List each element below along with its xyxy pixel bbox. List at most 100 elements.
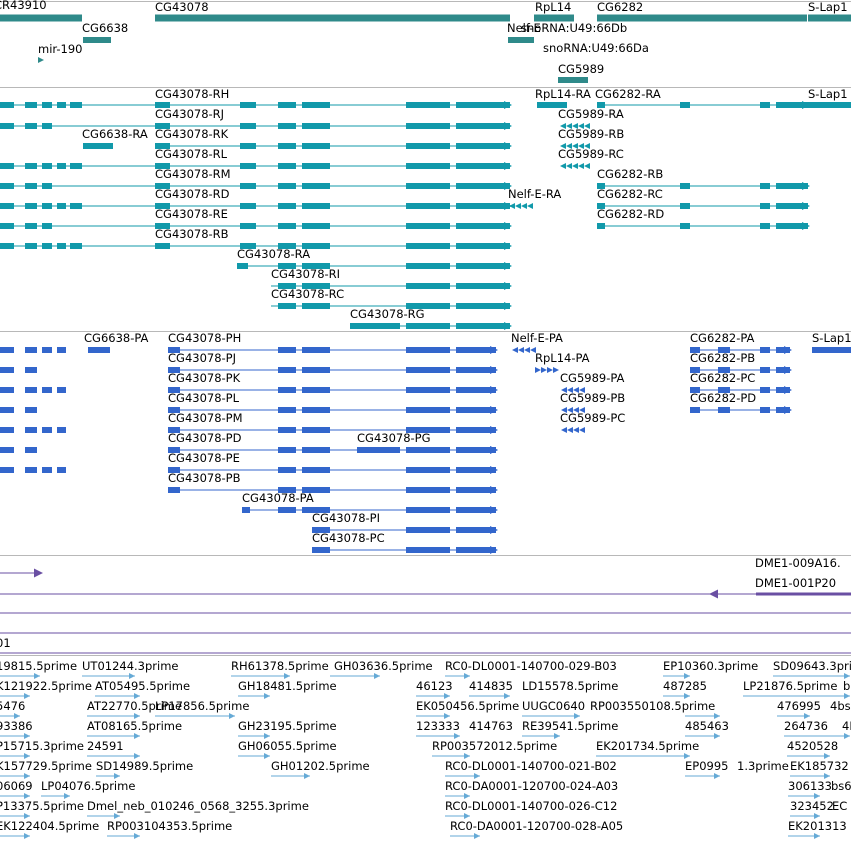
- 4-label[interactable]: EC: [832, 799, 848, 813]
- 4-label[interactable]: 476995: [777, 699, 821, 713]
- 1-label[interactable]: CG43078-RD: [155, 187, 230, 201]
- transcript-exon[interactable]: [302, 263, 330, 269]
- est-arrow[interactable]: [464, 813, 470, 819]
- transcript-exon[interactable]: [776, 223, 808, 229]
- est-arrow[interactable]: [714, 733, 720, 739]
- protein-exon[interactable]: [312, 547, 330, 553]
- 2-label[interactable]: CG43078-PM: [168, 411, 243, 425]
- 4-label[interactable]: 485463: [685, 719, 729, 733]
- transcript-exon[interactable]: [680, 203, 690, 209]
- transcript-exon[interactable]: [406, 203, 450, 209]
- transcript-arrow[interactable]: [584, 143, 590, 149]
- protein-exon[interactable]: [812, 347, 851, 353]
- protein-exon[interactable]: [168, 387, 180, 393]
- protein-exon[interactable]: [760, 367, 770, 373]
- transcript-exon[interactable]: [25, 203, 37, 209]
- transcript-exon[interactable]: [278, 163, 296, 169]
- protein-arrow[interactable]: [567, 427, 573, 433]
- transcript-exon[interactable]: [760, 183, 770, 189]
- transcript-exon[interactable]: [597, 203, 605, 209]
- protein-exon[interactable]: [278, 367, 296, 373]
- transcript-exon[interactable]: [456, 143, 510, 149]
- protein-exon[interactable]: [302, 427, 330, 433]
- 2-label[interactable]: CG43078-PJ: [168, 351, 237, 365]
- transcript-exon[interactable]: [278, 223, 296, 229]
- 4-label[interactable]: GH18481.5prime: [238, 679, 337, 693]
- 1-label[interactable]: CG5989-RA: [558, 107, 624, 121]
- protein-exon[interactable]: [312, 527, 330, 533]
- transcript-exon[interactable]: [760, 223, 770, 229]
- est-arrow[interactable]: [684, 693, 690, 699]
- 2-label[interactable]: CG5989-PB: [560, 391, 626, 405]
- 0-label[interactable]: Nelf-E: [507, 21, 541, 35]
- protein-arrow[interactable]: [579, 407, 585, 413]
- transcript-strand-arrow[interactable]: [802, 222, 810, 230]
- 1-label[interactable]: CG43078-RH: [155, 87, 230, 101]
- protein-exon[interactable]: [302, 447, 330, 453]
- est-arrow[interactable]: [24, 753, 30, 759]
- protein-exon[interactable]: [25, 347, 37, 353]
- alignment-bar[interactable]: [756, 592, 851, 596]
- est-arrow[interactable]: [844, 693, 850, 699]
- protein-arrow[interactable]: [524, 347, 530, 353]
- est-arrow[interactable]: [474, 773, 480, 779]
- transcript-exon[interactable]: [302, 243, 330, 249]
- transcript-arrow[interactable]: [572, 143, 578, 149]
- protein-arrow[interactable]: [567, 387, 573, 393]
- 0-label[interactable]: CG6282: [597, 0, 644, 14]
- transcript-strand-arrow[interactable]: [504, 242, 512, 250]
- est-arrow[interactable]: [24, 773, 30, 779]
- transcript-exon[interactable]: [680, 183, 690, 189]
- 4-label[interactable]: 4EC: [842, 719, 851, 733]
- transcript-arrow[interactable]: [566, 143, 572, 149]
- transcript-exon[interactable]: [406, 323, 450, 329]
- transcript-exon[interactable]: [155, 143, 170, 149]
- transcript-arrow[interactable]: [560, 163, 566, 169]
- protein-exon[interactable]: [302, 347, 330, 353]
- protein-strand-arrow[interactable]: [784, 386, 792, 394]
- protein-exon[interactable]: [168, 367, 180, 373]
- gene-bar[interactable]: [508, 37, 534, 43]
- 3-label[interactable]: DME1-009A16.: [755, 556, 841, 570]
- 4-label[interactable]: EP0995: [685, 759, 729, 773]
- protein-exon[interactable]: [760, 387, 770, 393]
- est-arrow[interactable]: [464, 673, 470, 679]
- transcript-exon[interactable]: [350, 323, 400, 329]
- 4-label[interactable]: 93386: [0, 719, 33, 733]
- protein-exon[interactable]: [406, 367, 450, 373]
- transcript-arrow[interactable]: [509, 203, 515, 209]
- 4-label[interactable]: 5476: [0, 699, 26, 713]
- est-arrow[interactable]: [814, 833, 820, 839]
- protein-exon[interactable]: [25, 427, 37, 433]
- est-arrow[interactable]: [714, 713, 720, 719]
- protein-exon[interactable]: [456, 367, 496, 373]
- protein-exon[interactable]: [406, 427, 450, 433]
- 4-label[interactable]: 414835: [469, 679, 513, 693]
- transcript-exon[interactable]: [237, 263, 248, 269]
- transcript-exon[interactable]: [302, 163, 330, 169]
- transcript-exon[interactable]: [456, 102, 510, 108]
- gene-bar[interactable]: [0, 14, 82, 22]
- est-arrow[interactable]: [134, 833, 140, 839]
- 4-label[interactable]: EK050456.5prime: [416, 699, 520, 713]
- est-arrow[interactable]: [34, 673, 40, 679]
- 4-label[interactable]: 46123: [416, 679, 453, 693]
- est-arrow[interactable]: [134, 713, 140, 719]
- 4-label[interactable]: P13375.5prime: [0, 799, 84, 813]
- transcript-exon[interactable]: [25, 102, 37, 108]
- 2-label[interactable]: CG6282-PD: [690, 391, 757, 405]
- transcript-exon[interactable]: [406, 123, 450, 129]
- transcript-arrow[interactable]: [572, 163, 578, 169]
- transcript-exon[interactable]: [0, 243, 14, 249]
- protein-exon[interactable]: [690, 367, 700, 373]
- transcript-exon[interactable]: [25, 223, 37, 229]
- protein-arrow[interactable]: [561, 387, 567, 393]
- transcript-exon[interactable]: [406, 223, 450, 229]
- protein-arrow[interactable]: [579, 387, 585, 393]
- est-arrow[interactable]: [264, 753, 270, 759]
- 4-label[interactable]: LP04076.5prime: [41, 779, 136, 793]
- transcript-exon[interactable]: [456, 283, 510, 289]
- transcript-exon[interactable]: [83, 143, 113, 149]
- transcript-exon[interactable]: [42, 223, 52, 229]
- est-arrow[interactable]: [684, 753, 690, 759]
